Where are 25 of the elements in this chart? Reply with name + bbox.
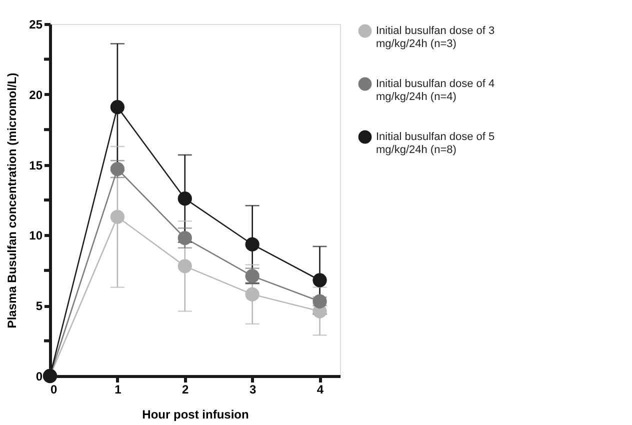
- y-tick-label: 15: [29, 158, 43, 172]
- legend-label: Initial busulfan dose of 3 mg/kg/24h (n=3): [376, 25, 495, 50]
- y-tick-label: 5: [36, 299, 43, 314]
- point: [245, 287, 260, 302]
- point: [312, 294, 327, 308]
- y-tick-label: 25: [29, 18, 43, 32]
- y-tick-label: 10: [29, 228, 43, 243]
- x-tick-label: 1: [114, 382, 122, 396]
- x-tick-label: 0: [50, 382, 58, 396]
- y-tick-label: 0: [36, 370, 43, 384]
- y-axis-title: Plasma Busulfan concentration (micromol/L): [5, 72, 20, 328]
- point: [312, 273, 327, 288]
- x-tick-label: 2: [182, 382, 190, 396]
- point: [178, 259, 192, 274]
- x-axis-title: Hour post infusion: [142, 408, 249, 422]
- legend-label: Initial busulfan dose of 5 mg/kg/24h (n=8): [376, 131, 495, 156]
- x-tick-label: 3: [249, 382, 256, 396]
- point: [110, 210, 125, 224]
- point: [245, 237, 260, 252]
- y-tick-label: 20: [29, 88, 43, 102]
- legend-label: Initial busulfan dose of 4 mg/kg/24h (n=4): [376, 78, 495, 103]
- point: [110, 100, 125, 114]
- point: [178, 192, 192, 206]
- x-tick-label: 4: [316, 382, 324, 396]
- point: [178, 230, 192, 246]
